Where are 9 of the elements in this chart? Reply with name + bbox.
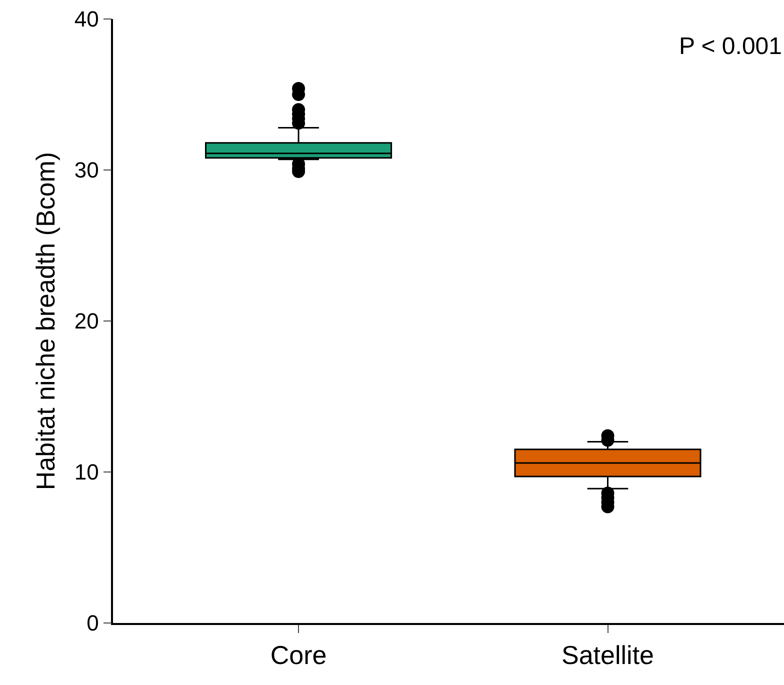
y-tick-label: 30 xyxy=(74,158,99,183)
y-tick-label: 40 xyxy=(74,6,99,32)
y-tick-label: 0 xyxy=(86,610,99,636)
x-tick-label: Satellite xyxy=(562,640,654,670)
y-axis-title: Habitat niche breadth (Bcom) xyxy=(30,152,60,490)
annotation: P < 0.001 xyxy=(679,33,782,60)
x-tick-label: Core xyxy=(270,640,327,670)
y-tick-label: 20 xyxy=(74,308,99,334)
y-tick-label: 10 xyxy=(74,460,99,485)
